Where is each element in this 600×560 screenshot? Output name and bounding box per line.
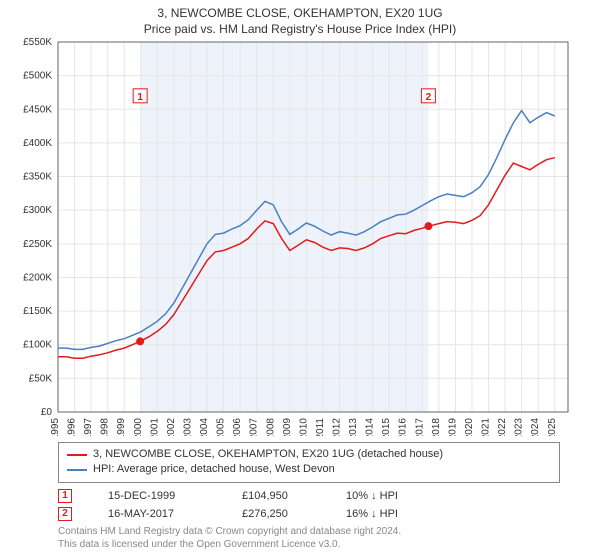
- svg-text:1995: 1995: [50, 418, 61, 436]
- svg-text:£50K: £50K: [29, 373, 53, 384]
- sale-marker-number: 1: [62, 490, 68, 501]
- svg-text:2006: 2006: [232, 418, 243, 436]
- attribution: Contains HM Land Registry data © Crown c…: [58, 525, 560, 551]
- title-address: 3, NEWCOMBE CLOSE, OKEHAMPTON, EX20 1UG: [0, 6, 600, 20]
- legend-swatch-line: [67, 454, 87, 456]
- svg-text:£150K: £150K: [23, 306, 52, 317]
- sale-marker-row: 2 16-MAY-2017 £276,250 16% ↓ HPI: [58, 507, 560, 521]
- svg-text:£450K: £450K: [23, 104, 52, 115]
- attribution-line: Contains HM Land Registry data © Crown c…: [58, 525, 560, 538]
- svg-text:£0: £0: [41, 407, 53, 418]
- svg-text:2001: 2001: [149, 418, 160, 436]
- sale-pct: 10% ↓ HPI: [346, 490, 398, 502]
- legend-item: HPI: Average price, detached house, West…: [67, 462, 551, 477]
- svg-text:2000: 2000: [133, 418, 144, 436]
- svg-text:2017: 2017: [414, 418, 425, 436]
- svg-text:2014: 2014: [365, 418, 376, 436]
- sale-price: £276,250: [242, 508, 322, 520]
- attribution-line: This data is licensed under the Open Gov…: [58, 538, 560, 551]
- legend-label: HPI: Average price, detached house, West…: [93, 462, 335, 477]
- sale-markers-list: 1 15-DEC-1999 £104,950 10% ↓ HPI 2 16-MA…: [58, 489, 560, 521]
- svg-text:2012: 2012: [331, 418, 342, 436]
- sale-marker-icon: 2: [58, 507, 72, 521]
- svg-text:2003: 2003: [182, 418, 193, 436]
- svg-text:1999: 1999: [116, 418, 127, 436]
- legend-label: 3, NEWCOMBE CLOSE, OKEHAMPTON, EX20 1UG …: [93, 447, 443, 462]
- svg-text:£300K: £300K: [23, 205, 52, 216]
- chart-area: £0 £50K £100K £150K £200K £250K £300K £350K £400…: [0, 36, 600, 436]
- svg-text:2018: 2018: [431, 418, 442, 436]
- sale-pct: 16% ↓ HPI: [346, 508, 398, 520]
- svg-text:2016: 2016: [398, 418, 409, 436]
- svg-text:£400K: £400K: [23, 138, 52, 149]
- svg-text:£350K: £350K: [23, 172, 52, 183]
- svg-text:£100K: £100K: [23, 340, 52, 351]
- svg-text:2: 2: [426, 92, 432, 103]
- svg-text:2023: 2023: [514, 418, 525, 436]
- svg-text:1998: 1998: [100, 418, 111, 436]
- svg-text:1997: 1997: [83, 418, 94, 436]
- svg-text:2015: 2015: [381, 418, 392, 436]
- svg-text:2024: 2024: [530, 418, 541, 436]
- svg-text:2021: 2021: [481, 418, 492, 436]
- svg-text:2002: 2002: [166, 418, 177, 436]
- arrow-down-icon: ↓: [371, 490, 377, 502]
- svg-text:£200K: £200K: [23, 272, 52, 283]
- svg-text:2020: 2020: [464, 418, 475, 436]
- chart-container: 3, NEWCOMBE CLOSE, OKEHAMPTON, EX20 1UG …: [0, 0, 600, 560]
- sale-marker-icon: 1: [58, 489, 72, 503]
- svg-text:1996: 1996: [67, 418, 78, 436]
- svg-text:2009: 2009: [282, 418, 293, 436]
- sale-date: 16-MAY-2017: [108, 508, 218, 520]
- svg-text:2005: 2005: [216, 418, 227, 436]
- chart-titles: 3, NEWCOMBE CLOSE, OKEHAMPTON, EX20 1UG …: [0, 0, 600, 36]
- svg-text:1: 1: [137, 92, 143, 103]
- svg-text:2019: 2019: [447, 418, 458, 436]
- svg-text:2008: 2008: [265, 418, 276, 436]
- svg-text:2022: 2022: [497, 418, 508, 436]
- chart-svg: £0 £50K £100K £150K £200K £250K £300K £350K £400…: [0, 36, 600, 436]
- title-subtitle: Price paid vs. HM Land Registry's House …: [0, 22, 600, 36]
- arrow-down-icon: ↓: [371, 508, 377, 520]
- svg-text:2025: 2025: [547, 418, 558, 436]
- svg-text:2013: 2013: [348, 418, 359, 436]
- legend: 3, NEWCOMBE CLOSE, OKEHAMPTON, EX20 1UG …: [58, 442, 560, 483]
- sale-marker-number: 2: [62, 508, 68, 519]
- svg-text:£250K: £250K: [23, 239, 52, 250]
- svg-text:2007: 2007: [249, 418, 260, 436]
- legend-item: 3, NEWCOMBE CLOSE, OKEHAMPTON, EX20 1UG …: [67, 447, 551, 462]
- sale-marker-row: 1 15-DEC-1999 £104,950 10% ↓ HPI: [58, 489, 560, 503]
- svg-text:£550K: £550K: [23, 37, 52, 48]
- legend-swatch-line: [67, 469, 87, 471]
- svg-text:£500K: £500K: [23, 71, 52, 82]
- svg-text:2004: 2004: [199, 418, 210, 436]
- sale-date: 15-DEC-1999: [108, 490, 218, 502]
- sale-price: £104,950: [242, 490, 322, 502]
- svg-text:2010: 2010: [298, 418, 309, 436]
- svg-text:2011: 2011: [315, 418, 326, 436]
